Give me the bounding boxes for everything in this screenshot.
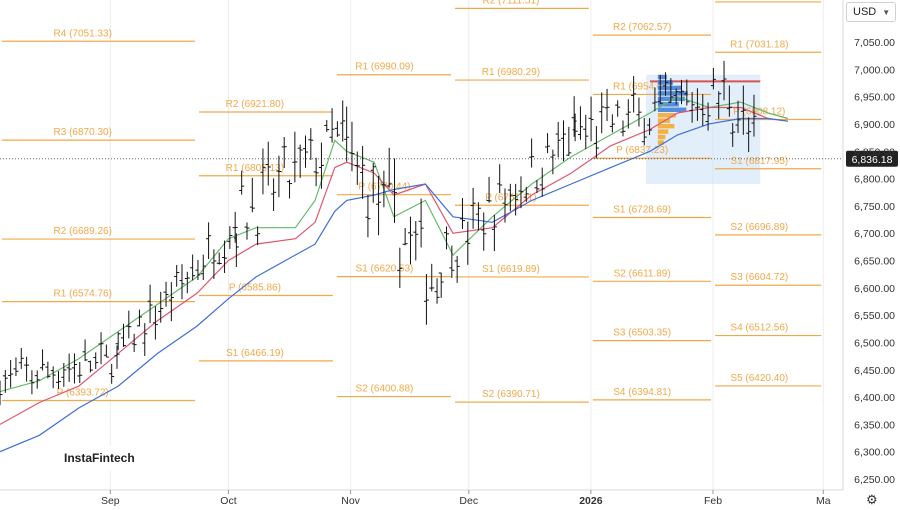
currency-select[interactable]: USD ▼ bbox=[846, 2, 896, 22]
pivot-label: S3 (6503.35) bbox=[613, 328, 671, 339]
price-tick-label: 6,750.00 bbox=[854, 201, 895, 213]
pivot-label: R2 (6689.26) bbox=[54, 226, 112, 237]
pivot-label: S1 (6466.19) bbox=[226, 348, 284, 359]
pivot-label: P (6837.23) bbox=[616, 145, 668, 156]
pivot-label: S2 (6390.71) bbox=[482, 389, 540, 400]
price-tick-label: 7,050.00 bbox=[854, 37, 895, 49]
pivot-label: P (6585.86) bbox=[229, 283, 281, 294]
currency-label: USD bbox=[853, 6, 877, 18]
time-tick-label: Sep bbox=[101, 495, 120, 507]
price-tick-label: 6,250.00 bbox=[854, 474, 895, 486]
time-tick-label: Nov bbox=[341, 495, 360, 507]
pivot-label: R2 (7062.57) bbox=[613, 22, 671, 33]
pivot-label: S4 (6512.56) bbox=[730, 323, 788, 334]
volume-profile-bar bbox=[657, 96, 685, 102]
pivot-label: R2 (6921.80) bbox=[226, 99, 284, 110]
pivot-label: S4 (6394.81) bbox=[613, 387, 671, 398]
pivot-label: S1 (6619.89) bbox=[482, 264, 540, 275]
time-axis: Sep Oct Nov Dec 2026 Feb Ma bbox=[101, 490, 831, 507]
price-tick-label: 6,450.00 bbox=[854, 365, 895, 377]
time-tick-label: Feb bbox=[704, 495, 722, 507]
pivot-label: S1 (6817.95) bbox=[730, 156, 788, 167]
settings-icon[interactable]: ⚙ bbox=[866, 492, 878, 507]
price-tick-label: 6,850.00 bbox=[854, 146, 895, 158]
pivot-label: R1 (6954.03) bbox=[613, 81, 671, 92]
price-tick-label: 6,700.00 bbox=[854, 228, 895, 240]
pivot-label: S2 (6611.89) bbox=[614, 268, 671, 279]
price-tick-label: 6,950.00 bbox=[854, 92, 895, 104]
time-tick-label: Dec bbox=[459, 495, 478, 507]
pivot-label: R1 (6980.29) bbox=[482, 67, 540, 78]
volume-profile-bar bbox=[657, 91, 688, 96]
pivot-label: R3 (6870.30) bbox=[54, 127, 112, 138]
price-tick-label: 6,650.00 bbox=[854, 256, 895, 268]
volume-profile-bar bbox=[657, 113, 676, 118]
brand-watermark: InstaFintech bbox=[58, 445, 141, 471]
pivot-label: R1 (7031.18) bbox=[730, 39, 788, 50]
price-axis: 6,836.18 7,050.00 7,000.00 6,950.00 6,900.00… bbox=[842, 0, 898, 490]
pivot-label: P (6751.11) bbox=[485, 192, 536, 203]
volume-profile-bar bbox=[657, 107, 687, 113]
volume-profile-bar bbox=[657, 123, 675, 129]
price-tick-label: 6,300.00 bbox=[854, 447, 895, 459]
pivot-label: P (6770.44) bbox=[358, 182, 410, 193]
price-tick-label: 6,550.00 bbox=[854, 310, 895, 322]
pivot-label: P (6908.12) bbox=[733, 107, 785, 118]
price-tick-label: 6,600.00 bbox=[854, 283, 895, 295]
pivot-label: P (6393.72) bbox=[57, 387, 109, 398]
pivot-label: S1 (6728.69) bbox=[613, 205, 671, 216]
volume-profile-bar bbox=[657, 102, 679, 107]
volume-profile-bar bbox=[657, 85, 682, 91]
pivot-label: S5 (6420.40) bbox=[730, 373, 788, 384]
pivot-label: R4 (7051.33) bbox=[54, 28, 112, 39]
price-tick-label: 6,900.00 bbox=[854, 119, 895, 131]
pivot-label: R1 (6805.13) bbox=[226, 163, 284, 174]
time-tick-label: Oct bbox=[220, 495, 236, 507]
pivot-label: R1 (6574.76) bbox=[54, 289, 112, 300]
price-tick-label: 6,800.00 bbox=[854, 174, 895, 186]
time-tick-label: 2026 bbox=[579, 495, 603, 507]
volume-profile-bar bbox=[657, 74, 667, 80]
pivot-label: R1 (6990.09) bbox=[355, 62, 413, 73]
pivot-label: S2 (6400.88) bbox=[356, 384, 414, 395]
price-tick-label: 6,400.00 bbox=[854, 392, 895, 404]
volume-profile-bar bbox=[657, 140, 664, 145]
time-tick-label: Ma bbox=[816, 495, 831, 507]
price-tick-label: 7,000.00 bbox=[854, 64, 895, 76]
pivot-label: S1 (6620.53) bbox=[356, 264, 414, 275]
price-tick-label: 6,350.00 bbox=[854, 419, 895, 431]
ohlc-bars bbox=[0, 60, 757, 406]
volume-profile-bar bbox=[657, 129, 669, 134]
chevron-down-icon: ▼ bbox=[882, 7, 891, 17]
pivot-label: S2 (6696.89) bbox=[730, 222, 788, 233]
current-price-tag bbox=[846, 150, 898, 167]
price-tick-label: 6,500.00 bbox=[854, 337, 895, 349]
volume-profile-bar bbox=[657, 134, 666, 140]
current-price-label: 6,836.18 bbox=[852, 154, 893, 166]
pivot-levels: R4 (7051.33) R3 (6870.30) R2 (6689.26) R1 (… bbox=[2, 0, 822, 403]
pivot-label: R2 (7111.51) bbox=[482, 0, 539, 6]
pivot-label: S3 (6604.72) bbox=[730, 272, 788, 283]
